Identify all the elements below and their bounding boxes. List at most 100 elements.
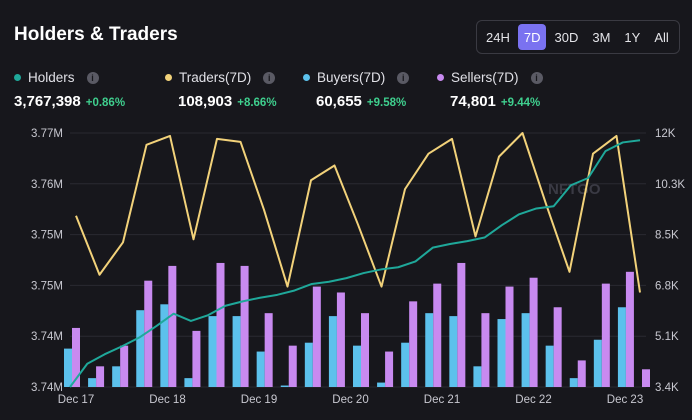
- buyers-bar[interactable]: [160, 304, 169, 387]
- buyers-bar[interactable]: [232, 316, 241, 387]
- holders-label: Holders: [28, 70, 75, 85]
- buyers-bar[interactable]: [208, 316, 217, 387]
- range-all-button[interactable]: All: [654, 29, 669, 45]
- sellers-bar[interactable]: [361, 313, 369, 387]
- x-axis-tick-label: Dec 20: [332, 394, 368, 406]
- sellers-bar[interactable]: [336, 292, 345, 387]
- buyers-bar[interactable]: [280, 385, 289, 387]
- buyers-bar[interactable]: [449, 316, 458, 387]
- holders-value: 3,767,398: [14, 93, 81, 110]
- sellers-bar[interactable]: [216, 262, 225, 387]
- left-axis-tick-label: 3.75M: [31, 230, 63, 242]
- traders-stat[interactable]: Traders(7D) i 108,903 +8.66%: [165, 70, 277, 110]
- sellers-bar[interactable]: [481, 313, 490, 387]
- left-axis-tick-label: 3.74M: [31, 382, 63, 394]
- buyers-bar[interactable]: [569, 378, 578, 387]
- buyers-bar[interactable]: [545, 345, 554, 387]
- sellers-bar[interactable]: [240, 265, 249, 387]
- buyers-change: +9.58%: [366, 97, 407, 109]
- info-icon[interactable]: i: [86, 71, 99, 84]
- holders-stat[interactable]: Holders i 3,767,398 +0.86%: [14, 70, 125, 110]
- x-axis-tick-label: Dec 18: [149, 394, 185, 406]
- buyers-bar[interactable]: [377, 382, 386, 387]
- sellers-bar[interactable]: [577, 360, 586, 387]
- left-axis-tick-label: 3.74M: [31, 331, 63, 343]
- buyers-bar[interactable]: [88, 378, 97, 387]
- right-axis-tick-label: 3.4K: [655, 382, 679, 394]
- holders-legend-dot: [14, 74, 21, 81]
- buyers-bar[interactable]: [473, 366, 482, 387]
- buyers-bar[interactable]: [256, 351, 265, 387]
- info-icon[interactable]: i: [397, 71, 410, 84]
- x-axis-tick-label: Dec 23: [607, 394, 643, 406]
- buyers-bar[interactable]: [617, 307, 626, 387]
- stats-row: Holders i 3,767,398 +0.86% Traders(7D) i …: [0, 70, 692, 114]
- buyers-bar[interactable]: [401, 342, 410, 387]
- x-axis-tick-label: Dec 21: [424, 394, 460, 406]
- x-axis-tick-label: Dec 22: [515, 394, 551, 406]
- sellers-bar[interactable]: [642, 369, 650, 387]
- sellers-bar[interactable]: [264, 313, 273, 387]
- range-7d-button[interactable]: 7D: [517, 24, 547, 50]
- sellers-label: Sellers(7D): [451, 70, 519, 85]
- range-1y-button[interactable]: 1Y: [624, 29, 641, 45]
- sellers-bar[interactable]: [312, 286, 321, 387]
- traders-line[interactable]: [75, 132, 641, 293]
- right-axis-tick-label: 6.8K: [655, 280, 679, 292]
- x-axis-tick-label: Dec 19: [241, 394, 277, 406]
- holders-change: +0.86%: [85, 97, 126, 109]
- sellers-bar[interactable]: [625, 271, 634, 387]
- sellers-legend-dot: [437, 74, 444, 81]
- sellers-bar[interactable]: [553, 307, 562, 387]
- sellers-bar[interactable]: [120, 345, 129, 387]
- sellers-bar[interactable]: [409, 301, 418, 387]
- buyers-stat[interactable]: Buyers(7D) i 60,655 +9.58%: [303, 70, 410, 110]
- buyers-bar[interactable]: [353, 345, 361, 387]
- right-axis-tick-label: 5.1K: [655, 331, 679, 343]
- buyers-label: Buyers(7D): [317, 70, 386, 85]
- buyers-legend-dot: [303, 74, 310, 81]
- sellers-bar[interactable]: [168, 265, 177, 387]
- range-30d-button[interactable]: 30D: [554, 29, 579, 45]
- info-icon[interactable]: i: [530, 71, 543, 84]
- left-axis-tick-label: 3.75M: [31, 280, 63, 292]
- buyers-bar[interactable]: [593, 339, 602, 387]
- sellers-bar[interactable]: [505, 286, 514, 387]
- sellers-stat[interactable]: Sellers(7D) i 74,801 +9.44%: [437, 70, 543, 110]
- sellers-bar[interactable]: [288, 345, 297, 387]
- range-24h-button[interactable]: 24H: [486, 29, 510, 45]
- buyers-value: 60,655: [316, 93, 362, 110]
- sellers-bar[interactable]: [72, 327, 80, 387]
- range-3m-button[interactable]: 3M: [592, 29, 611, 45]
- sellers-bar[interactable]: [192, 330, 201, 387]
- left-axis-tick-label: 3.76M: [31, 179, 63, 191]
- x-axis-tick-label: Dec 17: [58, 394, 94, 406]
- sellers-bar[interactable]: [96, 366, 105, 387]
- buyers-bar[interactable]: [136, 310, 145, 387]
- buyers-bar[interactable]: [112, 366, 121, 387]
- traders-value: 108,903: [178, 93, 233, 110]
- sellers-bar[interactable]: [601, 283, 610, 387]
- right-axis-tick-label: 10.3K: [655, 179, 685, 191]
- sellers-bar[interactable]: [385, 351, 394, 387]
- sellers-change: +9.44%: [500, 97, 541, 109]
- info-icon[interactable]: i: [263, 71, 276, 84]
- buyers-bar[interactable]: [304, 342, 313, 387]
- right-axis-tick-label: 8.5K: [655, 230, 679, 242]
- buyers-bar[interactable]: [497, 319, 506, 387]
- chart-title: Holders & Traders: [14, 24, 178, 45]
- buyers-bar[interactable]: [425, 313, 434, 387]
- buyers-bar[interactable]: [328, 316, 337, 387]
- sellers-bar[interactable]: [457, 262, 466, 387]
- buyers-bar[interactable]: [64, 348, 72, 387]
- left-axis-tick-label: 3.77M: [31, 128, 63, 140]
- sellers-bar[interactable]: [144, 280, 153, 387]
- holders-line[interactable]: [69, 139, 641, 388]
- buyers-bar[interactable]: [184, 378, 193, 387]
- sellers-bar[interactable]: [529, 277, 538, 387]
- buyers-bar[interactable]: [521, 313, 530, 387]
- sellers-bar[interactable]: [433, 283, 442, 387]
- traders-label: Traders(7D): [179, 70, 252, 85]
- traders-legend-dot: [165, 74, 172, 81]
